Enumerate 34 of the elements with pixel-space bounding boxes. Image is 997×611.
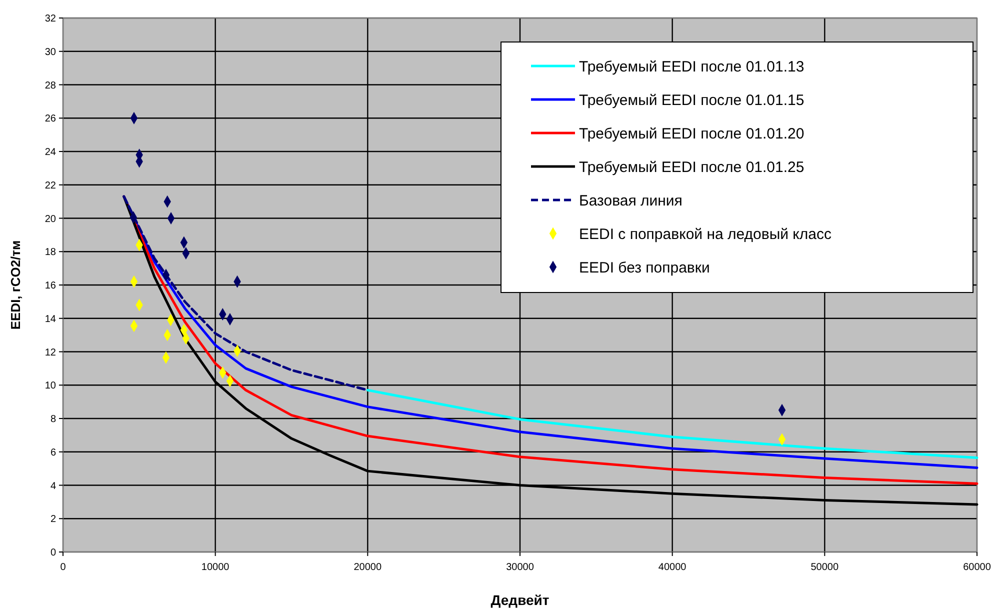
- legend-label: Требуемый EEDI после 01.01.20: [579, 125, 804, 142]
- y-tick-label: 32: [44, 14, 56, 24]
- x-tick-label: 30000: [506, 562, 534, 573]
- x-axis-title: Дедвейт: [490, 592, 550, 608]
- legend-label: Требуемый EEDI после 01.01.25: [579, 158, 804, 176]
- y-tick-label: 14: [44, 314, 56, 325]
- y-tick-label: 24: [44, 147, 56, 158]
- y-tick-label: 22: [44, 180, 56, 192]
- y-tick-label: 6: [50, 447, 56, 458]
- x-tick-label: 60000: [963, 562, 992, 573]
- x-tick-label: 0: [60, 562, 66, 573]
- y-tick-label: 10: [44, 380, 56, 392]
- y-tick-label: 0: [50, 548, 56, 558]
- x-tick-label: 50000: [810, 562, 840, 573]
- y-tick-label: 20: [44, 214, 56, 225]
- y-tick-label: 12: [44, 347, 56, 358]
- legend-label: EEDI без поправки: [579, 259, 710, 276]
- y-tick-label: 26: [44, 114, 56, 125]
- x-tick-label: 40000: [658, 562, 687, 573]
- y-tick-label: 2: [50, 514, 56, 526]
- legend-label: EEDI с поправкой на ледовый класс: [579, 226, 832, 243]
- y-tick-label: 30: [44, 46, 56, 58]
- line-series: [366, 388, 978, 459]
- x-tick-label: 10000: [201, 562, 230, 573]
- y-axis-title: EEDI, гCO2/тм: [8, 240, 23, 330]
- legend-label: Базовая линия: [579, 192, 682, 210]
- x-tick-label: 20000: [354, 562, 382, 573]
- y-tick-label: 18: [44, 247, 56, 258]
- legend-label: Требуемый EEDI после 01.01.15: [579, 92, 804, 109]
- y-tick-label: 28: [44, 80, 56, 92]
- y-tick-label: 8: [50, 414, 56, 425]
- legend-label: Требуемый EEDI после 01.01.13: [579, 58, 804, 76]
- y-tick-label: 4: [50, 480, 56, 492]
- y-tick-label: 16: [44, 280, 56, 292]
